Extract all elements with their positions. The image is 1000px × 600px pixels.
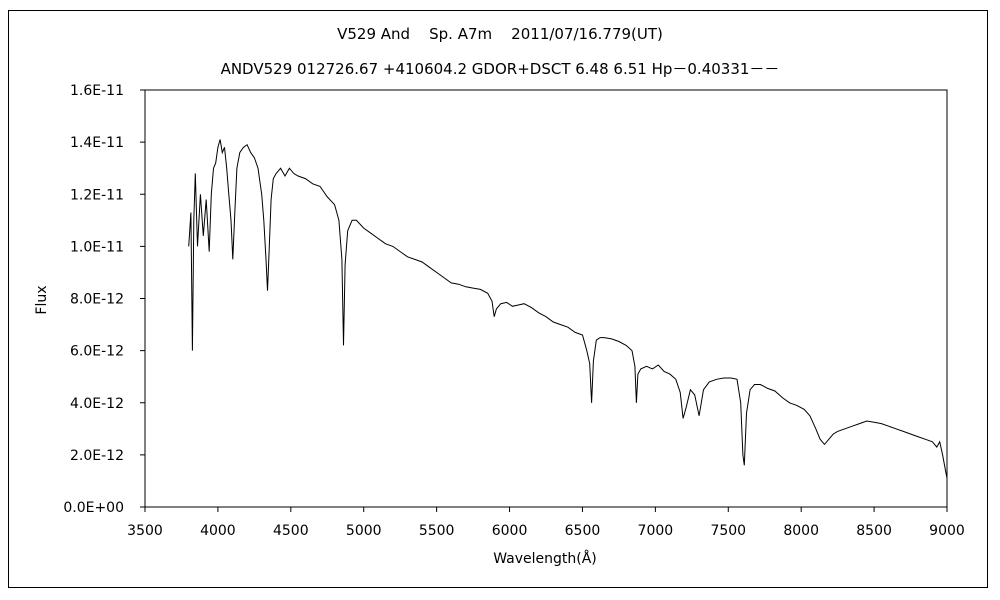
chart-subtitle: ANDV529 012726.67 +410604.2 GDOR+DSCT 6.… <box>220 60 780 78</box>
chart-frame <box>8 10 988 588</box>
spectrum-line <box>188 139 948 479</box>
x-tick-label: 3500 <box>127 523 163 539</box>
y-tick-label: 6.0E-12 <box>70 344 124 360</box>
x-tick-label: 5000 <box>346 523 382 539</box>
y-tick-label: 2.0E-12 <box>70 448 124 464</box>
x-axis: 3500 4000 4500 5000 5500 6000 6500 7000 7500 8000… <box>127 507 965 539</box>
y-axis-label: Flux <box>34 285 50 314</box>
x-tick-label: 7000 <box>638 523 674 539</box>
x-tick-label: 4500 <box>273 523 309 539</box>
y-axis: 0.0E+00 2.0E-12 4.0E-12 6.0E-12 8.0E-12 1.0E-… <box>63 83 145 516</box>
x-axis-label: Wavelength(Å) <box>493 550 597 567</box>
x-tick-label: 6000 <box>492 523 528 539</box>
x-tick-label: 8500 <box>856 523 892 539</box>
x-tick-label: 4000 <box>200 523 236 539</box>
y-tick-label: 1.6E-11 <box>70 83 124 99</box>
y-tick-label: 4.0E-12 <box>70 396 124 412</box>
y-tick-label: 1.4E-11 <box>70 135 124 151</box>
plot-area <box>144 89 948 508</box>
x-tick-label: 8000 <box>783 523 819 539</box>
x-tick-label: 6500 <box>565 523 601 539</box>
x-tick-label: 5500 <box>419 523 455 539</box>
y-tick-label: 0.0E+00 <box>63 500 124 516</box>
x-tick-label: 7500 <box>710 523 746 539</box>
y-tick-label: 8.0E-12 <box>70 292 124 308</box>
y-tick-label: 1.2E-11 <box>70 187 124 203</box>
y-tick-label: 1.0E-11 <box>70 239 124 255</box>
chart-title: V529 And Sp. A7m 2011/07/16.779(UT) <box>337 25 663 43</box>
x-tick-label: 9000 <box>929 523 965 539</box>
